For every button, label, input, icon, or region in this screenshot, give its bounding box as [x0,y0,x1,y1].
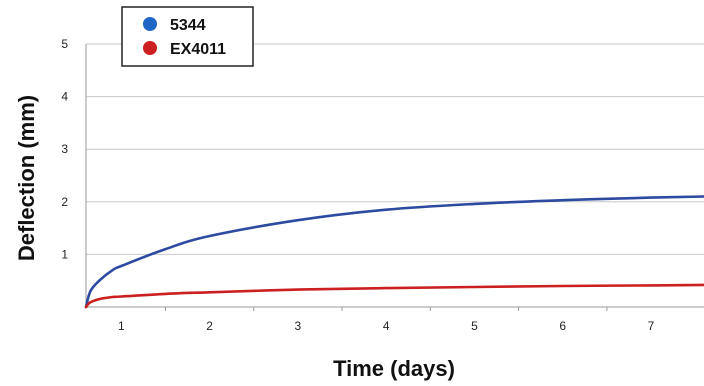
x-tick-label: 3 [295,319,302,333]
legend-marker-5344 [143,17,157,31]
y-axis-title: Deflection (mm) [14,95,39,261]
series-line-ex4011 [84,283,704,309]
legend-marker-ex4011 [143,41,157,55]
y-tick-label: 4 [61,90,68,104]
tick-labels: 1 2 3 4 5 1 2 3 4 5 6 7 [61,37,654,333]
series-line-5344 [84,195,704,309]
gridlines [86,43,704,255]
y-tick-label: 5 [61,37,68,51]
x-tick-label: 4 [383,319,390,333]
axes [85,44,704,311]
x-tick-label: 7 [648,319,655,333]
legend-label-ex4011: EX4011 [170,41,226,58]
x-tick-label: 1 [118,319,125,333]
x-tick-label: 6 [559,319,566,333]
legend: 5344 EX4011 [121,6,254,67]
legend-label-5344: 5344 [170,17,206,34]
y-tick-label: 3 [61,142,68,156]
series-lines [84,195,704,309]
y-tick-label: 1 [61,247,68,261]
y-tick-label: 2 [61,195,68,209]
x-axis-title: Time (days) [333,356,455,381]
x-tick-label: 2 [206,319,213,333]
x-tick-label: 5 [471,319,478,333]
legend-box [121,6,254,67]
